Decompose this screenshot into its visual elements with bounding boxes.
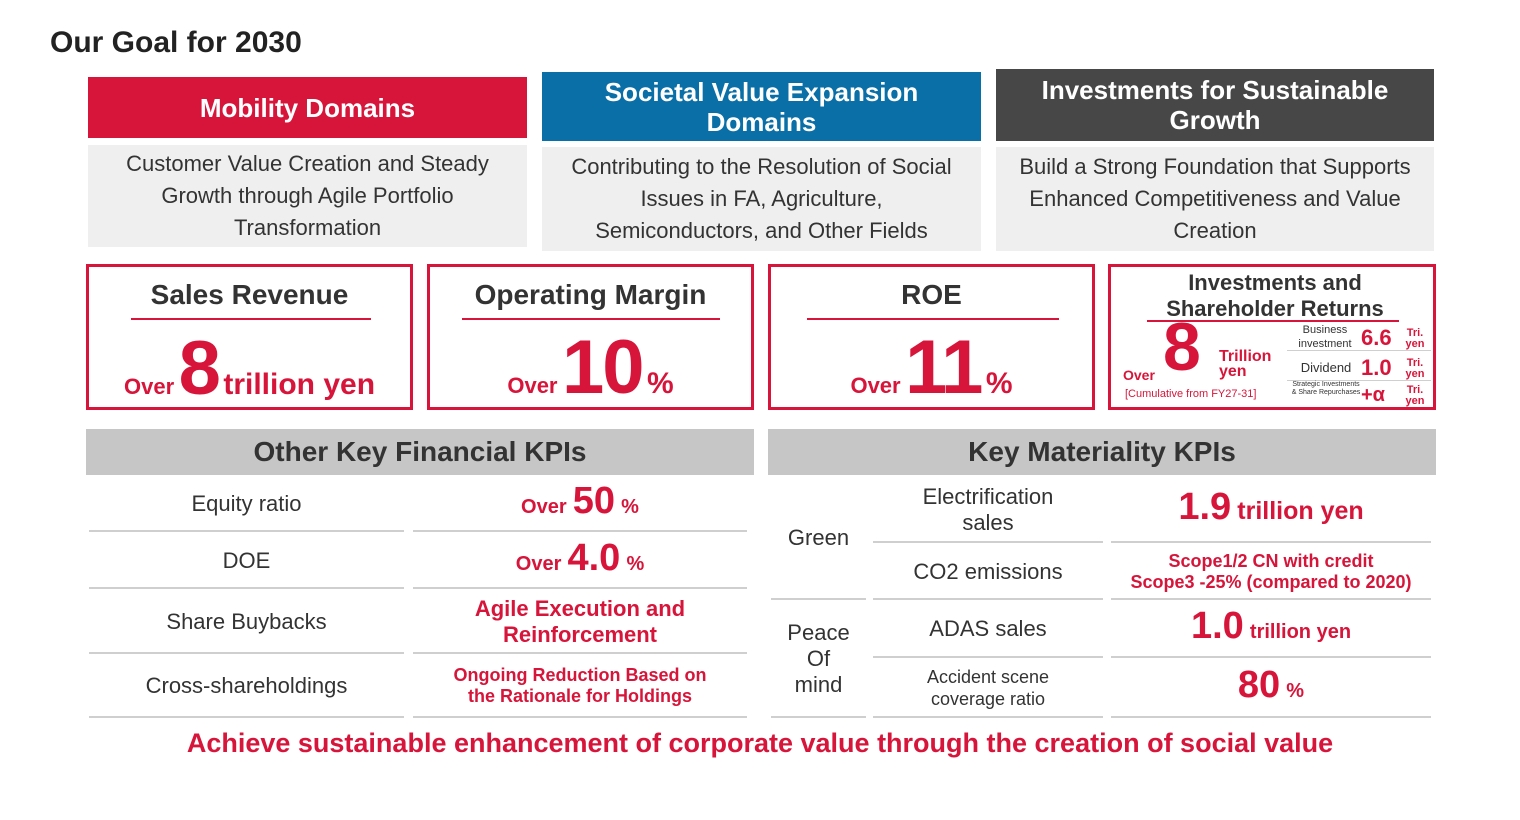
divider — [807, 318, 1059, 320]
dividend-label: Dividend — [1300, 360, 1352, 375]
roe-value: Over 11 % — [850, 325, 1013, 410]
investments-unit: Trillion yen — [1219, 348, 1272, 380]
mobility-domains-heading: Mobility Domains — [88, 77, 527, 138]
cross-shareholdings-value: Ongoing Reduction Based on the Rationale… — [413, 656, 747, 718]
divider — [131, 318, 371, 320]
investments-returns-card: Investments and Shareholder Returns Over… — [1108, 264, 1436, 410]
roe-label: ROE — [901, 279, 962, 310]
accident-coverage-value: 80 % — [1111, 660, 1431, 718]
investments-value: 8 — [1163, 309, 1201, 385]
adas-sales-label: ADAS sales — [873, 602, 1103, 658]
operating-margin-value: Over 10 % — [507, 325, 674, 410]
materiality-kpis-heading: Key Materiality KPIs — [768, 429, 1436, 475]
sales-revenue-value: Over 8 trillion yen — [123, 326, 376, 411]
sales-revenue-label: Sales Revenue — [150, 279, 349, 310]
investments-heading: Investments for Sustainable Growth — [996, 69, 1434, 141]
green-group-label: Green — [771, 478, 866, 600]
footer-statement: Achieve sustainable enhancement of corpo… — [186, 728, 1334, 758]
peace-of-mind-group-label: Peace Of mind — [771, 602, 866, 718]
adas-sales-value: 1.0 trillion yen — [1111, 602, 1431, 658]
divider — [1147, 320, 1399, 322]
mobility-domains-description: Customer Value Creation and Steady Growt… — [88, 145, 527, 247]
dividend-value: 1.0 — [1361, 355, 1392, 380]
societal-domains-description: Contributing to the Resolution of Social… — [542, 147, 981, 251]
strategic-investments-value: +α — [1361, 384, 1385, 406]
doe-label: DOE — [89, 534, 404, 589]
divider — [1287, 380, 1431, 381]
operating-margin-card: Operating Margin Over 10 % — [427, 264, 754, 410]
divider — [462, 318, 720, 320]
business-investment-unit: Tri. yen — [1405, 327, 1425, 350]
investments-returns-label: Investments and Shareholder Returns — [1166, 270, 1384, 321]
electrification-sales-label: Electrification sales — [873, 478, 1103, 543]
equity-ratio-value: Over 50 % — [413, 478, 747, 532]
accident-coverage-label: Accident scene coverage ratio — [873, 660, 1103, 718]
divider — [1287, 350, 1431, 351]
doe-value: Over 4.0 % — [413, 534, 747, 589]
electrification-sales-value: 1.9 trillion yen — [1111, 478, 1431, 543]
societal-domains-heading: Societal Value Expansion Domains — [542, 72, 981, 141]
page-title: Our Goal for 2030 — [50, 26, 302, 59]
co2-emissions-label: CO2 emissions — [873, 545, 1103, 600]
investments-description: Build a Strong Foundation that Supports … — [996, 147, 1434, 251]
cross-shareholdings-label: Cross-shareholdings — [89, 656, 404, 718]
business-investment-value: 6.6 — [1361, 325, 1392, 350]
financial-kpis-heading: Other Key Financial KPIs — [86, 429, 754, 475]
co2-emissions-value: Scope1/2 CN with credit Scope3 -25% (com… — [1111, 545, 1431, 600]
share-buybacks-label: Share Buybacks — [89, 591, 404, 654]
equity-ratio-label: Equity ratio — [89, 478, 404, 532]
investments-prefix: Over — [1123, 367, 1155, 383]
sales-revenue-card: Sales Revenue Over 8 trillion yen — [86, 264, 413, 411]
operating-margin-label: Operating Margin — [474, 279, 707, 310]
investments-note: [Cumulative from FY27-31] — [1125, 388, 1257, 400]
share-buybacks-value: Agile Execution and Reinforcement — [413, 591, 747, 654]
dividend-unit: Tri. yen — [1405, 357, 1425, 380]
business-investment-label: Business investment — [1298, 324, 1352, 350]
roe-card: ROE Over 11 % — [768, 264, 1095, 410]
strategic-investments-unit: Tri. yen — [1405, 384, 1425, 407]
strategic-investments-label: Strategic Investments & Share Repurchase… — [1291, 381, 1361, 396]
